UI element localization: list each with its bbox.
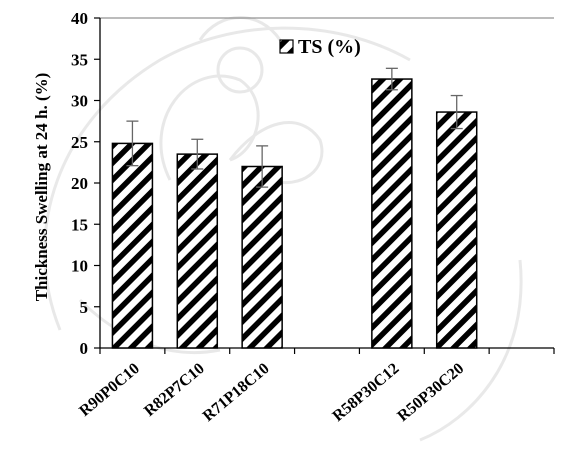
y-tick-label: 5 [80, 298, 89, 317]
y-tick-label: 15 [71, 215, 88, 234]
bar-r58p30c12 [371, 78, 413, 349]
y-tick-label: 20 [71, 174, 88, 193]
bar-r71p18c10 [241, 165, 283, 349]
y-tick-label: 40 [71, 9, 88, 28]
y-tick-label: 0 [80, 339, 89, 358]
plot-area: 0 5 10 15 20 25 30 35 40 Thickness Swelling at 24… [32, 9, 555, 425]
legend-swatch [279, 39, 294, 54]
bar-r90p0c10 [111, 142, 154, 349]
x-tick-label: R82P7C10 [141, 360, 208, 420]
y-tick-label: 30 [71, 92, 88, 111]
y-tick-label: 35 [71, 50, 88, 69]
y-tick-label: 10 [71, 257, 88, 276]
x-tick-label: R58P30C12 [330, 360, 403, 425]
x-tick-label: R71P18C10 [200, 360, 273, 425]
bar-r50p30c20 [435, 111, 478, 349]
bar-r82p7c10 [176, 153, 219, 349]
y-axis-title: Thickness Swelling at 24 h. (%) [32, 73, 51, 302]
y-tick-label: 25 [71, 133, 88, 152]
x-tick-label: R50P30C20 [394, 360, 467, 425]
legend-label: TS (%) [298, 36, 361, 58]
x-tick-label: R90P0C10 [76, 360, 143, 420]
watermark-seal [43, 16, 523, 442]
